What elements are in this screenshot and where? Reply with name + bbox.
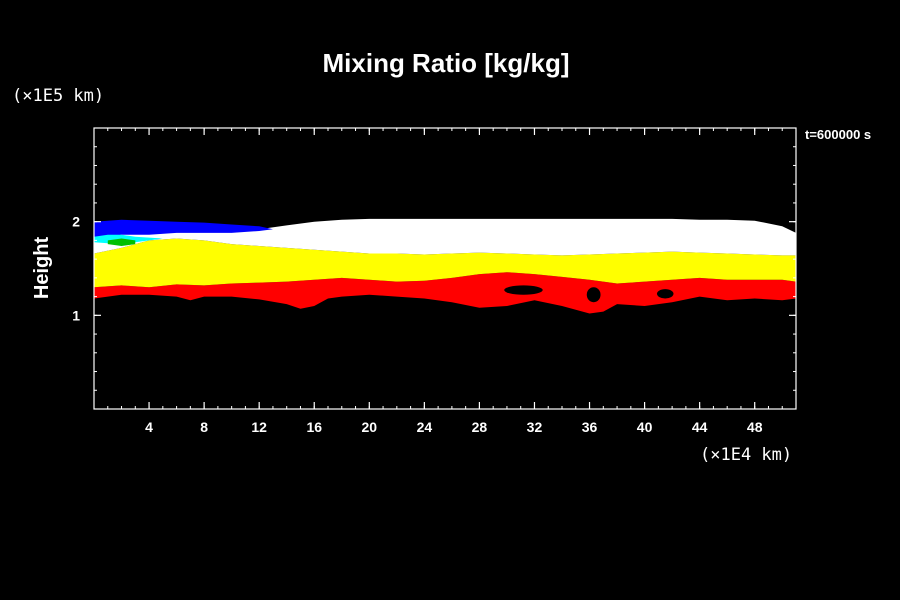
x-tick-label: 20 xyxy=(362,419,378,435)
y-tick-label: 1 xyxy=(72,307,80,323)
mixing-layer-0 xyxy=(94,272,796,314)
x-tick-label: 16 xyxy=(306,419,322,435)
plot-area xyxy=(94,218,796,314)
x-tick-label: 36 xyxy=(582,419,598,435)
layers-group xyxy=(94,218,796,314)
y-tick-label: 2 xyxy=(72,214,80,230)
mixing-layer-1 xyxy=(94,238,796,288)
layer-hole-1 xyxy=(586,287,601,303)
mixing-layer-5 xyxy=(107,238,136,246)
layer-hole-0 xyxy=(504,285,543,295)
y-axis-label: Height xyxy=(31,237,53,300)
x-tick-label: 40 xyxy=(637,419,653,435)
x-tick-label: 48 xyxy=(747,419,763,435)
time-label: t=600000 s xyxy=(805,127,871,142)
x-tick-label: 4 xyxy=(145,419,153,435)
x-tick-label: 28 xyxy=(472,419,488,435)
layer-hole-2 xyxy=(656,289,674,299)
y-unit-label: (×1E5 km) xyxy=(12,86,104,106)
x-unit-label: (×1E4 km) xyxy=(700,445,792,465)
x-tick-label: 8 xyxy=(200,419,208,435)
chart-title: Mixing Ratio [kg/kg] xyxy=(323,48,570,78)
mixing-layer-3 xyxy=(94,219,273,239)
x-tick-label: 24 xyxy=(417,419,433,435)
plot-frame xyxy=(93,127,797,410)
x-tick-label: 44 xyxy=(692,419,708,435)
x-tick-label: 12 xyxy=(251,419,267,435)
mixing-layer-2 xyxy=(94,218,796,256)
x-tick-label: 32 xyxy=(527,419,543,435)
